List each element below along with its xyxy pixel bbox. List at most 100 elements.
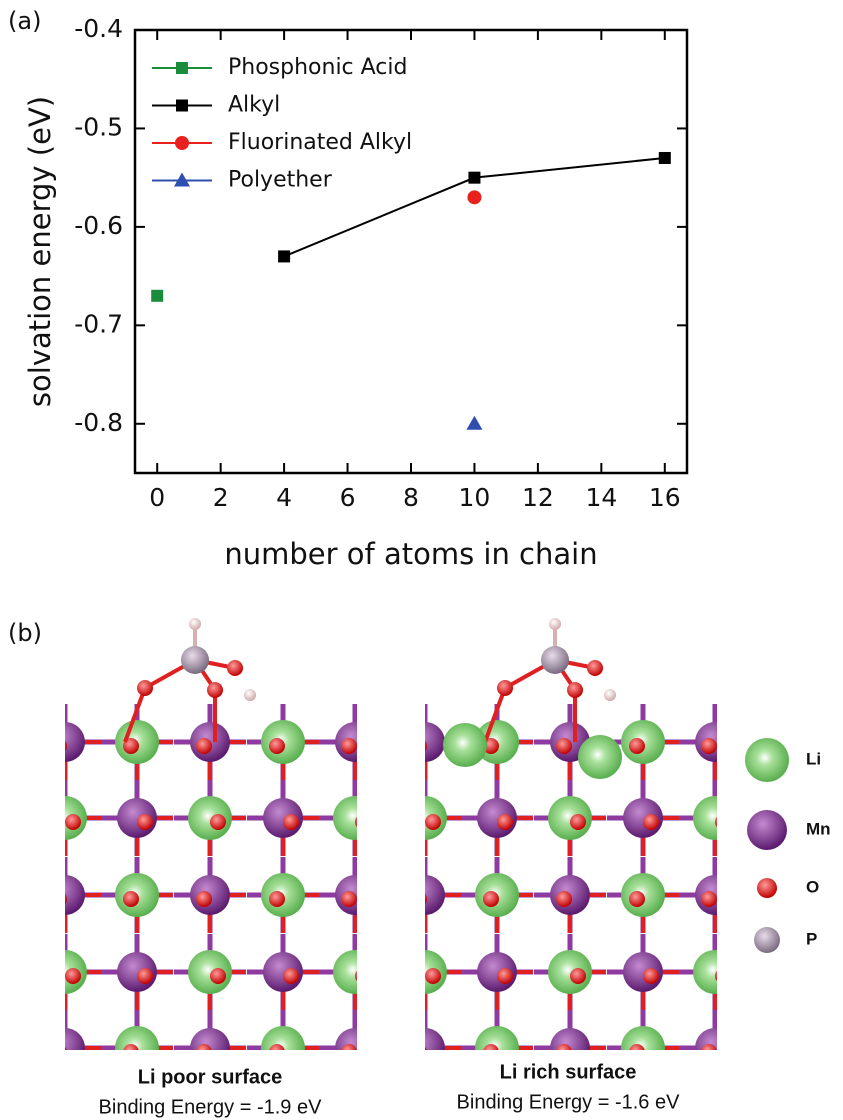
atom-o xyxy=(715,968,731,984)
atom-o xyxy=(65,814,81,830)
atom-o xyxy=(51,738,67,754)
y-tick-label: -0.7 xyxy=(74,309,123,338)
atom-o xyxy=(715,814,731,830)
atom-o xyxy=(587,660,603,676)
atom-legend-marker xyxy=(754,927,780,953)
atom-o xyxy=(341,891,357,907)
atom-h xyxy=(549,618,561,630)
atom-legend-label: Mn xyxy=(806,819,831,838)
atom-o xyxy=(269,891,285,907)
atom-li xyxy=(188,950,232,994)
atom-o xyxy=(411,738,427,754)
legend-label: Phosphonic Acid xyxy=(228,55,407,80)
atom-h xyxy=(244,689,256,701)
y-tick-label: -0.4 xyxy=(74,14,123,43)
structure-caption: Binding Energy = -1.6 eV xyxy=(457,1091,681,1113)
atom-o xyxy=(701,738,717,754)
atom-o xyxy=(196,1044,212,1060)
atom-o xyxy=(425,814,441,830)
atom-o xyxy=(355,968,371,984)
data-point xyxy=(467,190,481,204)
atom-o xyxy=(341,738,357,754)
legend-marker xyxy=(176,100,188,112)
atom-p xyxy=(181,646,209,674)
crystal-slab xyxy=(29,704,391,1086)
atom-o xyxy=(196,738,212,754)
atom-li xyxy=(333,796,377,840)
atom-li xyxy=(188,796,232,840)
atom-o xyxy=(355,814,371,830)
panel-label: (b) xyxy=(8,619,42,647)
structure-title: Li rich surface xyxy=(500,1061,637,1083)
x-axis-label: number of atoms in chain xyxy=(224,537,597,571)
crystal-slab xyxy=(389,704,751,1086)
structure-title: Li poor surface xyxy=(138,1066,282,1088)
atom-legend-label: Li xyxy=(806,749,821,768)
x-tick-label: 4 xyxy=(276,483,292,512)
atom-o xyxy=(51,891,67,907)
atom-o xyxy=(567,682,583,698)
structures: Li poor surface Binding Energy = -1.9 eV L… xyxy=(29,618,831,1118)
atom-li xyxy=(43,950,87,994)
atom-legend-marker xyxy=(745,738,789,782)
x-tick-label: 0 xyxy=(149,483,165,512)
legend-label: Fluorinated Alkyl xyxy=(228,130,412,155)
x-tick-label: 10 xyxy=(459,483,491,512)
atom-li xyxy=(693,950,737,994)
atom-o xyxy=(701,891,717,907)
atom-o xyxy=(51,1044,67,1060)
atom-o xyxy=(210,814,226,830)
atom-o xyxy=(269,738,285,754)
data-point xyxy=(278,250,290,262)
atom-o xyxy=(570,814,586,830)
atom-o xyxy=(269,1044,285,1060)
plot-frame xyxy=(135,30,687,473)
atom-li xyxy=(548,796,592,840)
atom-h xyxy=(189,618,201,630)
y-tick-label: -0.5 xyxy=(74,112,123,141)
atom-o xyxy=(207,682,223,698)
x-tick-label: 2 xyxy=(213,483,229,512)
atom-li xyxy=(548,950,592,994)
atom-legend-label: O xyxy=(806,877,819,896)
atom-o xyxy=(425,968,441,984)
atom-o xyxy=(65,968,81,984)
atom-o xyxy=(556,1044,572,1060)
atom-o xyxy=(411,1044,427,1060)
atom-o xyxy=(227,660,243,676)
structure-caption: Binding Energy = -1.9 eV xyxy=(99,1096,323,1118)
data-point xyxy=(466,416,482,430)
atom-o xyxy=(483,891,499,907)
atom-li xyxy=(333,950,377,994)
y-tick-label: -0.8 xyxy=(74,408,123,437)
atom-o xyxy=(570,968,586,984)
atom-h xyxy=(604,689,616,701)
panel-label: (a) xyxy=(8,7,41,35)
y-tick-label: -0.6 xyxy=(74,211,123,240)
x-tick-label: 12 xyxy=(522,483,554,512)
atom-o xyxy=(196,891,212,907)
atom-li xyxy=(403,796,447,840)
x-tick-label: 8 xyxy=(403,483,419,512)
atom-o xyxy=(283,814,299,830)
atom-o xyxy=(483,1044,499,1060)
legend-marker xyxy=(176,62,188,74)
y-axis-label: solvation energy (eV) xyxy=(23,96,57,407)
atom-o xyxy=(497,814,513,830)
data-point xyxy=(468,172,480,184)
atom-o xyxy=(629,891,645,907)
atom-o xyxy=(137,968,153,984)
legend-label: Alkyl xyxy=(228,93,280,118)
atom-o xyxy=(701,1044,717,1060)
atom-o xyxy=(497,968,513,984)
data-point xyxy=(659,152,671,164)
x-tick-label: 14 xyxy=(585,483,617,512)
atom-li xyxy=(693,796,737,840)
atom-li xyxy=(43,796,87,840)
atom-o xyxy=(629,1044,645,1060)
atom-legend-marker xyxy=(757,878,777,898)
atom-o xyxy=(137,680,153,696)
atom-o xyxy=(643,814,659,830)
atom-o xyxy=(283,968,299,984)
